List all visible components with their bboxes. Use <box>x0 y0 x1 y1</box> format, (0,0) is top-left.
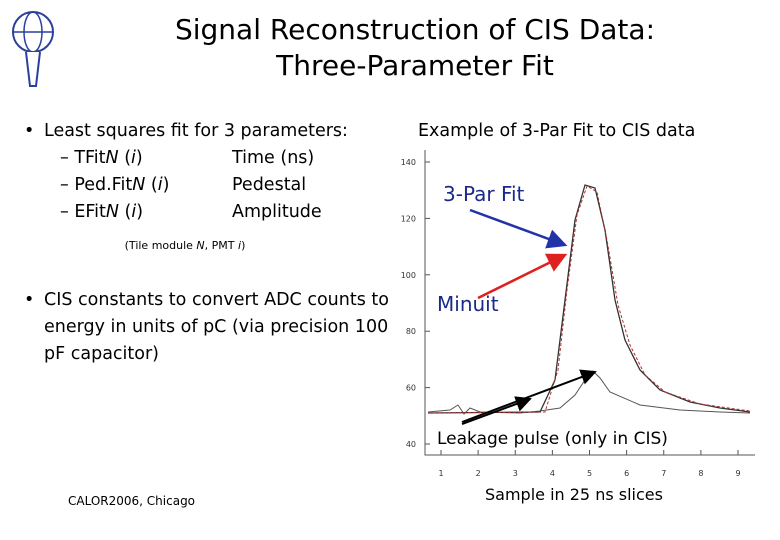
x-tick-label: 7 <box>661 469 666 478</box>
x-tick-label: 3 <box>513 469 518 478</box>
param-item: – Ped.FitN (i) Pedestal <box>20 172 390 199</box>
text: i <box>238 239 242 252</box>
param-item: – EFitN (i) Amplitude <box>20 199 390 226</box>
title: Signal Reconstruction of CIS Data: Three… <box>120 12 710 84</box>
text: ) <box>135 148 143 168</box>
footer: CALOR2006, Chicago <box>68 494 196 508</box>
bullet: CIS constants to convert ADC counts to e… <box>20 287 390 368</box>
x-axis-label: Sample in 25 ns slices <box>485 485 663 504</box>
logo <box>12 11 54 87</box>
note: (Tile module N, PMT i) <box>20 232 390 259</box>
meaning: Amplitude <box>232 202 322 222</box>
bullet: Least squares fit for 3 parameters: <box>20 118 390 145</box>
text: N <box>105 202 119 222</box>
text: N <box>105 148 119 168</box>
arrow <box>461 369 597 423</box>
text: i <box>157 175 163 195</box>
title-line: Signal Reconstruction of CIS Data: <box>174 13 656 46</box>
x-tick-label: 9 <box>735 469 740 478</box>
x-tick-label: 4 <box>550 469 555 478</box>
x-tick-label: 8 <box>698 469 703 478</box>
y-tick-label: 140 <box>401 158 416 167</box>
minuit-label: Minuit <box>437 292 499 316</box>
fit-curve <box>427 184 751 414</box>
y-tick-label: 80 <box>406 327 416 336</box>
arrow <box>469 208 568 249</box>
param-item: – TFitN (i) Time (ns) <box>20 145 390 172</box>
y-tick-label: 40 <box>406 440 416 449</box>
x-tick-label: 5 <box>587 469 592 478</box>
text: ( <box>118 148 132 168</box>
frame <box>424 150 755 456</box>
text: ) <box>136 202 144 222</box>
text: – EFit <box>60 202 106 222</box>
text: , PMT <box>204 239 238 252</box>
text: ) <box>241 239 246 252</box>
text: ) <box>162 175 170 195</box>
leak-curve <box>427 370 751 415</box>
y-tick-label: 100 <box>401 271 416 280</box>
text: – Ped.Fit <box>60 175 133 195</box>
text: N <box>196 239 205 252</box>
text: ( <box>145 175 158 195</box>
text: i <box>131 202 137 222</box>
bullets: Least squares fit for 3 parameters: – TF… <box>20 118 390 368</box>
arrow <box>461 396 532 425</box>
x-tick-label: 6 <box>624 469 629 478</box>
text: (Tile module <box>124 239 197 252</box>
text: N <box>132 175 146 195</box>
y-tick-label: 60 <box>406 384 416 393</box>
leakage-label: Leakage pulse (only in CIS) <box>437 429 668 449</box>
x-tick-label: 1 <box>438 469 443 478</box>
text: – TFit <box>60 148 106 168</box>
meaning: Pedestal <box>232 175 307 195</box>
fit-label: 3-Par Fit <box>443 182 525 206</box>
text: ( <box>118 202 132 222</box>
y-tick-label: 120 <box>401 214 416 223</box>
figure-caption: Example of 3-Par Fit to CIS data <box>418 121 696 141</box>
text: i <box>131 148 136 168</box>
minuit-curve <box>427 185 751 414</box>
meaning: Time (ns) <box>232 148 315 168</box>
title-line: Three-Parameter Fit <box>276 49 554 82</box>
arrow <box>477 253 568 300</box>
x-tick-label: 2 <box>476 469 481 478</box>
